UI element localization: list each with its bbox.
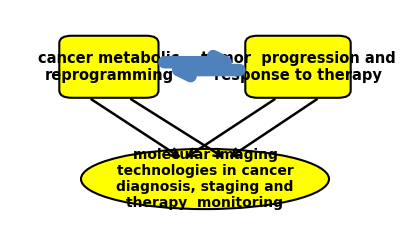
FancyBboxPatch shape: [59, 36, 158, 98]
Text: tumor  progression and
response to therapy: tumor progression and response to therap…: [201, 50, 395, 83]
Text: molecular imaging
technologies in cancer
diagnosis, staging and
therapy  monitor: molecular imaging technologies in cancer…: [116, 148, 294, 210]
Text: cancer metabolic
reprogramming: cancer metabolic reprogramming: [38, 50, 180, 83]
Ellipse shape: [81, 149, 329, 209]
FancyBboxPatch shape: [245, 36, 351, 98]
